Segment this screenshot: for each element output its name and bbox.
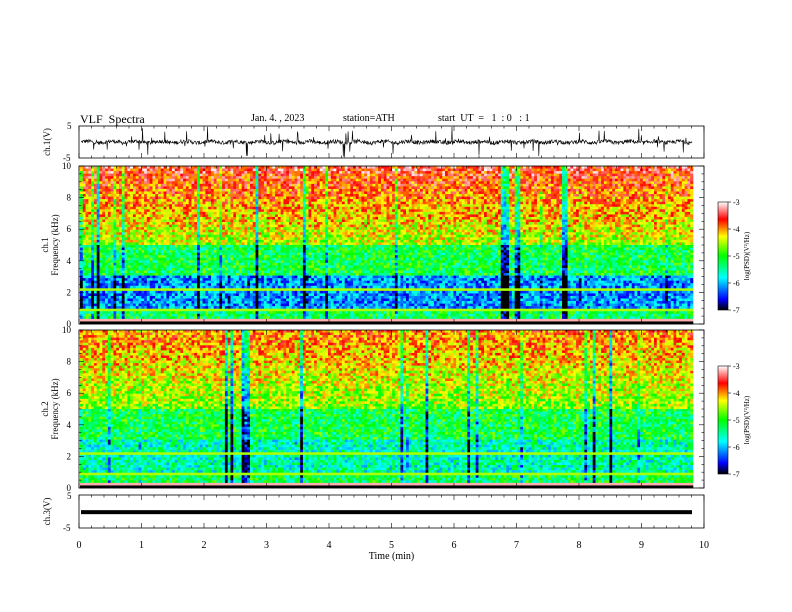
ch3-ytick-label: 5 [67,491,72,501]
station-label: station=ATH [343,113,395,124]
time-xtick-label: 1 [139,540,144,551]
ch1-spectrogram-ytick-label: 2 [67,287,72,297]
ch2-spectrogram-channel-label: ch.2 [40,401,50,416]
ch1-spectrogram-colorbar-tick: -4 [733,225,740,234]
ch1-waveform-line [81,126,693,158]
time-xtick-label: 0 [77,540,82,551]
time-xtick-label: 9 [639,540,644,551]
ch2-spectrogram-ytick-label: 0 [67,483,72,493]
time-xtick-label: 5 [389,540,394,551]
ch1-spectrogram-ytick-label: 4 [67,256,72,266]
ch1-spectrogram-colorbar-tick: -3 [733,198,740,207]
ch1-spectrogram-ytick-label: 10 [62,161,72,171]
ch1-spectrogram-colorbar-tick: -6 [733,279,740,288]
ch2-spectrogram-colorbar-tick: -4 [733,389,740,398]
time-xtick-label: 10 [699,540,709,551]
ch1-ytick-label: -5 [63,153,71,163]
time-xtick-label: 4 [327,540,332,551]
time-xlabel: Time (min) [369,551,414,562]
ch2-spectrogram-ytick-label: 2 [67,451,72,461]
ch1-spectrogram-colorbar-tick: -7 [733,306,740,315]
ch2-spectrogram-ylabel: Frequency (kHz) [50,378,60,439]
time-xtick-label: 7 [514,540,519,551]
ch2-spectrogram-cells [80,330,694,489]
ch2-spectrogram-colorbar-label: log(PSD)(V²/Hz) [743,395,751,444]
ch1-spectrogram-ytick-label: 0 [67,319,72,329]
ch2-spectrogram-ytick-label: 6 [67,388,72,398]
ch2-spectrogram-ytick-label: 8 [67,357,72,367]
ch1-spectrogram-ylabel: Frequency (kHz) [50,214,60,275]
time-xtick-label: 2 [202,540,207,551]
ch1-spectrogram-colorbar [717,201,729,311]
ch1-spectrogram-colorbar-label: log(PSD)(V²/Hz) [743,231,751,280]
ch3-waveform-line [81,510,692,515]
ch2-spectrogram-ytick-label: 4 [67,420,72,430]
ch3-ytick-label: -5 [63,523,71,533]
ch1-spectrogram-colorbar-tick: -5 [733,252,740,261]
time-xtick-label: 8 [577,540,582,551]
ch2-spectrogram-colorbar-tick: -7 [733,470,740,479]
ch2-spectrogram-colorbar-tick: -3 [733,362,740,371]
ch2-spectrogram-colorbar [717,365,729,475]
ch1-spectrogram-ytick-label: 8 [67,193,72,203]
ch2-spectrogram-colorbar-tick: -6 [733,443,740,452]
ch3-waveform-ylabel: ch.3(V) [42,498,52,526]
date-label: Jan. 4. , 2023 [251,113,304,124]
ch1-spectrogram-ytick-label: 6 [67,224,72,234]
ch1-ytick-label: 5 [67,121,72,131]
figure-title: VLF Spectra [80,112,145,127]
ch2-spectrogram-colorbar-tick: -5 [733,416,740,425]
ch1-waveform-ylabel: ch.1(V) [42,128,52,156]
time-xtick-label: 3 [264,540,269,551]
ch1-spectrogram-channel-label: ch.1 [40,237,50,252]
time-xtick-label: 6 [452,540,457,551]
start-time-label: start UT = 1 : 0 : 1 [438,113,530,124]
ch2-spectrogram-ytick-label: 10 [62,325,72,335]
ch1-spectrogram-cells [80,166,694,325]
